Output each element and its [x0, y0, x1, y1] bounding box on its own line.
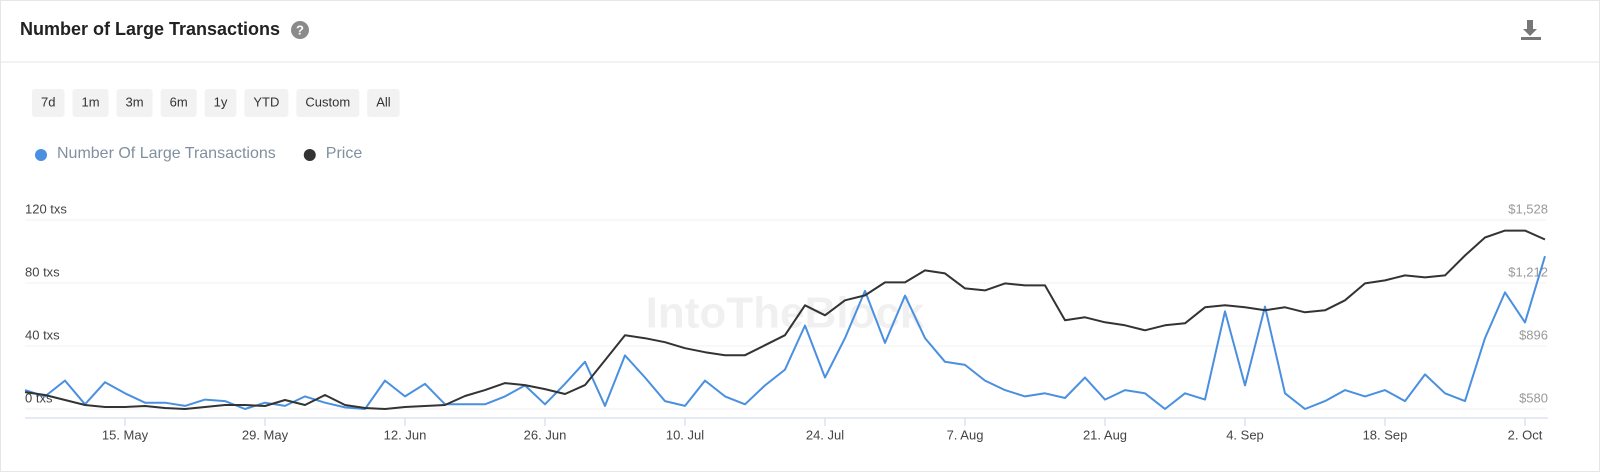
legend-label: Number Of Large Transactions — [57, 145, 276, 162]
range-button[interactable]: YTD — [244, 89, 289, 117]
y-tick-label: 0 txs — [25, 390, 53, 405]
range-bg — [160, 89, 197, 117]
legend-item[interactable]: Price — [303, 145, 363, 162]
range-button[interactable]: All — [367, 89, 400, 117]
range-bg — [296, 89, 360, 117]
x-tick-label: 7. Aug — [947, 427, 984, 442]
range-bg — [116, 89, 153, 117]
range-button[interactable]: 3m — [116, 89, 153, 117]
range-button[interactable]: 7d — [32, 89, 65, 117]
range-label: 3m — [126, 94, 144, 109]
range-bg — [244, 89, 289, 117]
range-button[interactable]: 1y — [204, 89, 237, 117]
x-tick-label: 4. Sep — [1226, 427, 1264, 442]
x-tick-label: 10. Jul — [666, 427, 704, 442]
download-icon[interactable] — [1521, 20, 1541, 40]
svg-text:?: ? — [296, 22, 304, 37]
legend-marker — [35, 149, 47, 161]
chart-title: Number of Large Transactions — [20, 19, 280, 39]
y-tick-label: 80 txs — [25, 264, 60, 279]
y2-tick-label: $896 — [1519, 327, 1548, 342]
x-tick-label: 18. Sep — [1363, 427, 1408, 442]
y2-tick-label: $1,212 — [1508, 264, 1548, 279]
x-tick-label: 26. Jun — [524, 427, 567, 442]
range-label: All — [376, 94, 391, 109]
legend-marker — [303, 149, 316, 161]
range-label: 1y — [214, 94, 228, 109]
range-bg — [367, 89, 400, 117]
x-tick-label: 24. Jul — [806, 427, 844, 442]
range-label: 1m — [81, 94, 99, 109]
watermark: IntoTheBlock — [646, 289, 925, 338]
range-bg — [204, 89, 237, 117]
range-button[interactable]: Custom — [296, 89, 360, 117]
x-tick-label: 15. May — [102, 427, 149, 442]
series-line — [24, 229, 1546, 410]
y-tick-label: 40 txs — [25, 327, 60, 342]
y2-tick-label: $580 — [1519, 390, 1548, 405]
legend-label: Price — [326, 145, 363, 162]
x-tick-label: 21. Aug — [1083, 427, 1127, 442]
range-button[interactable]: 6m — [160, 89, 197, 117]
legend-item[interactable]: Number Of Large Transactions — [35, 145, 276, 162]
help-icon[interactable]: ? — [291, 21, 309, 39]
range-label: 7d — [41, 94, 55, 109]
series-line — [24, 255, 1546, 410]
y2-tick-label: $1,528 — [1508, 201, 1548, 216]
x-tick-label: 2. Oct — [1508, 427, 1543, 442]
range-bg — [32, 89, 65, 117]
range-label: Custom — [305, 94, 350, 109]
range-label: YTD — [253, 94, 279, 109]
range-bg — [72, 89, 109, 117]
x-tick-label: 29. May — [242, 427, 289, 442]
range-label: 6m — [170, 94, 188, 109]
x-tick-label: 12. Jun — [384, 427, 427, 442]
range-button[interactable]: 1m — [72, 89, 109, 117]
y-tick-label: 120 txs — [25, 201, 67, 216]
